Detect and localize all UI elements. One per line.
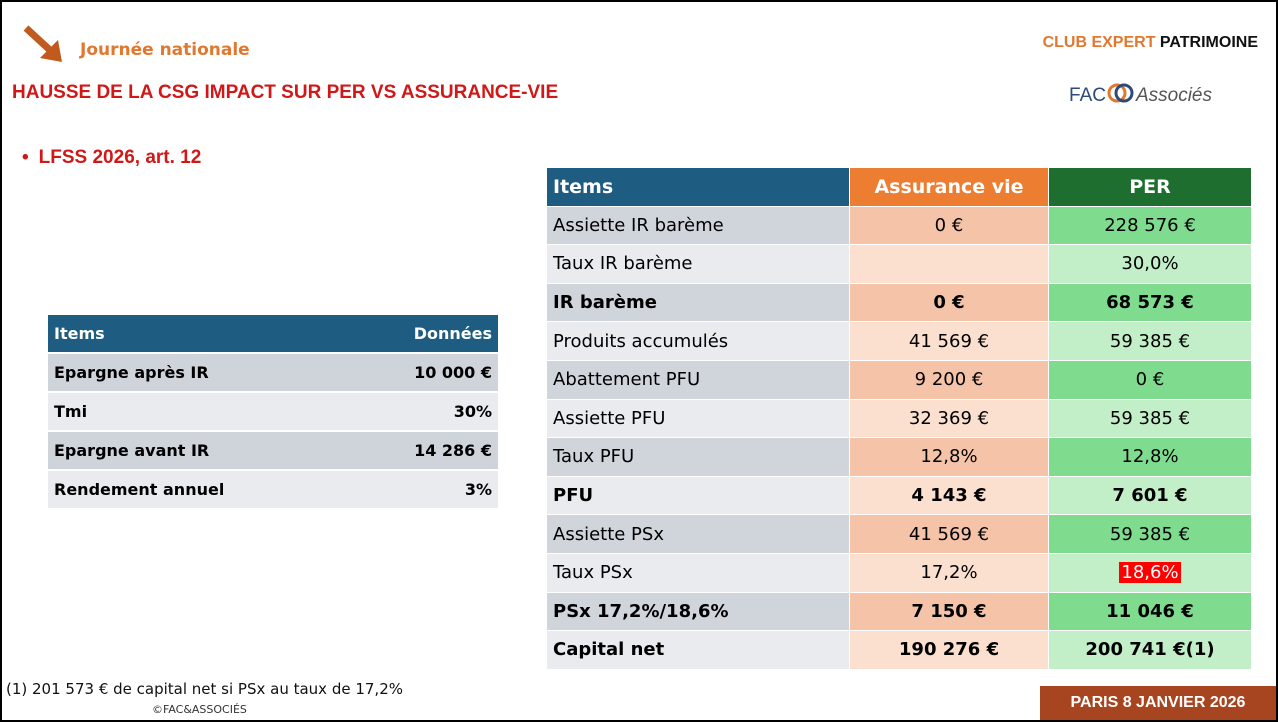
- cell: Assiette PFU: [546, 398, 850, 439]
- cell: 17,2%: [849, 552, 1049, 593]
- bullet: LFSS 2026, art. 12: [22, 147, 202, 169]
- cell: PFU: [546, 475, 850, 516]
- row: Epargne avant IR 14 286 €: [48, 431, 498, 471]
- logo-right: Associés: [1135, 85, 1212, 106]
- copyright: ©FAC&ASSOCIÉS: [152, 703, 247, 716]
- logo: FAC Associés: [1069, 80, 1212, 107]
- cell: 7 601 €: [1048, 475, 1252, 516]
- header-cell: PER: [1048, 167, 1252, 207]
- arrow-icon: [23, 25, 62, 62]
- cell: 59 385 €: [1048, 398, 1252, 439]
- header-cell: Items: [546, 167, 850, 207]
- date-badge: PARIS 8 JANVIER 2026: [1040, 686, 1276, 720]
- cell: Rendement annuel: [48, 470, 336, 510]
- cell: 12,8%: [1048, 437, 1252, 477]
- right-table: Items Assurance vie PER Assiette IR barème 0…: [546, 167, 1252, 670]
- row: Assiette PSx 41 569 €59 385 €: [546, 514, 1252, 554]
- row: Taux PSx 17,2% 18,6%: [546, 552, 1252, 593]
- row: Capital net 190 276 €200 741 €(1): [546, 630, 1252, 670]
- cell: 59 385 €: [1048, 514, 1252, 554]
- cell: 30,0%: [1048, 244, 1252, 284]
- cell: Epargne avant IR: [48, 431, 336, 471]
- cell: 59 385 €: [1048, 321, 1252, 361]
- row: PSx 17,2%/18,6% 7 150 €11 046 €: [546, 591, 1252, 632]
- header-row: Items Assurance vie PER: [546, 167, 1252, 207]
- footnote: (1) 201 573 € de capital net si PSx au t…: [6, 680, 403, 698]
- cell: 200 741 €(1): [1048, 630, 1252, 670]
- cell: [849, 244, 1049, 284]
- cell: Abattement PFU: [546, 359, 850, 400]
- left-table: Items Données Epargne après IR 10 000 € Tmi 3…: [48, 315, 498, 510]
- cell: Taux PSx: [546, 552, 850, 593]
- cell: Produits accumulés: [546, 321, 850, 361]
- cell: 0 €: [849, 205, 1049, 246]
- header-cell: Données: [336, 315, 498, 354]
- club: CLUB EXPERT PATRIMOINE: [1043, 34, 1258, 52]
- header-cell: Assurance vie: [849, 167, 1049, 207]
- cell: Taux IR barème: [546, 244, 850, 284]
- title: HAUSSE DE LA CSG IMPACT SUR PER VS ASSUR…: [12, 82, 559, 103]
- row: Taux PFU 12,8% 12,8%: [546, 437, 1252, 477]
- cell: Taux PFU: [546, 437, 850, 477]
- row: IR barème 0 €68 573 €: [546, 282, 1252, 323]
- row: Epargne après IR 10 000 €: [48, 353, 498, 393]
- cell: 18,6%: [1048, 552, 1252, 593]
- row: Tmi 30%: [48, 392, 498, 432]
- highlighted-value: 18,6%: [1119, 562, 1181, 584]
- cell: 12,8%: [849, 437, 1049, 477]
- cell: 41 569 €: [849, 514, 1049, 554]
- cell: 11 046 €: [1048, 591, 1252, 632]
- row: Assiette PFU 32 369 €59 385 €: [546, 398, 1252, 439]
- row: PFU 4 143 €7 601 €: [546, 475, 1252, 516]
- logo-icon: [1107, 83, 1134, 103]
- header-row: Items Données: [48, 315, 498, 354]
- row: Rendement annuel 3%: [48, 470, 498, 510]
- cell: 68 573 €: [1048, 282, 1252, 323]
- cell: Assiette PSx: [546, 514, 850, 554]
- cell: Tmi: [48, 392, 336, 432]
- cell: 41 569 €: [849, 321, 1049, 361]
- cell: Capital net: [546, 630, 850, 670]
- club-strong: PATRIMOINE: [1159, 34, 1258, 51]
- header-cell: Items: [48, 315, 336, 354]
- cell: PSx 17,2%/18,6%: [546, 591, 850, 632]
- cell: Assiette IR barème: [546, 205, 850, 246]
- cell: 0 €: [849, 282, 1049, 323]
- row: Abattement PFU 9 200 €0 €: [546, 359, 1252, 400]
- club-label: CLUB EXPERT: [1042, 34, 1156, 51]
- cell: 4 143 €: [849, 475, 1049, 516]
- cell: Epargne après IR: [48, 353, 336, 393]
- cell: 14 286 €: [336, 431, 498, 471]
- cell: IR barème: [546, 282, 850, 323]
- cell: 3%: [336, 470, 498, 510]
- kicker: Journée nationale: [80, 40, 250, 60]
- cell: 10 000 €: [336, 353, 498, 393]
- cell: 190 276 €: [849, 630, 1049, 670]
- cell: 228 576 €: [1048, 205, 1252, 246]
- cell: 9 200 €: [849, 359, 1049, 400]
- cell: 7 150 €: [849, 591, 1049, 632]
- row: Produits accumulés 41 569 €59 385 €: [546, 321, 1252, 361]
- row: Assiette IR barème 0 €228 576 €: [546, 205, 1252, 246]
- row: Taux IR barème 30,0%: [546, 244, 1252, 284]
- cell: 0 €: [1048, 359, 1252, 400]
- cell: 30%: [336, 392, 498, 432]
- logo-left: FAC: [1069, 85, 1106, 106]
- cell: 32 369 €: [849, 398, 1049, 439]
